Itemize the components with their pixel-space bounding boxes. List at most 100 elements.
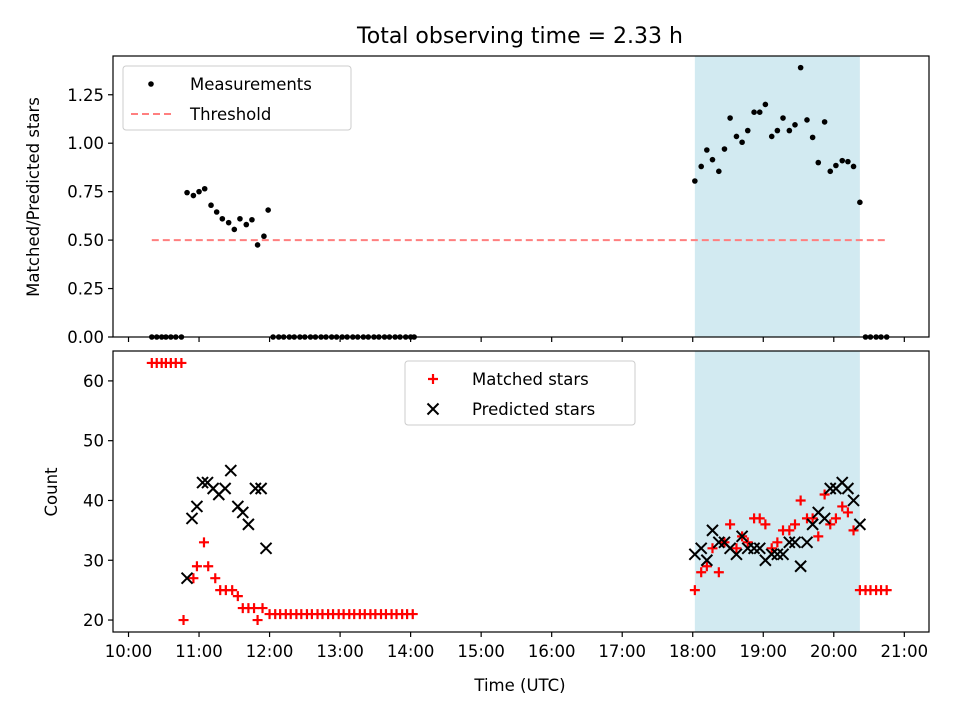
measurement-point	[261, 233, 267, 240]
predicted-star-marker	[224, 464, 237, 477]
measurement-point	[265, 207, 271, 213]
matched-star-marker	[825, 519, 836, 530]
measurement-point	[845, 158, 851, 165]
matched-star-marker	[191, 561, 202, 572]
legend-label: Matched stars	[472, 370, 589, 389]
y-tick-label: 0.75	[67, 183, 104, 202]
measurement-point	[219, 215, 226, 222]
matched-star-marker	[232, 591, 243, 602]
matched-star-marker	[713, 567, 724, 578]
x-tick-label: 17:00	[598, 642, 646, 661]
x-tick-label: 19:00	[739, 642, 787, 661]
predicted-star-marker	[847, 494, 860, 507]
measurement-point	[786, 127, 793, 134]
matched-star-marker	[789, 519, 800, 530]
y-tick-label: 1.00	[67, 134, 104, 153]
matched-star-marker	[707, 543, 718, 554]
measurement-point	[833, 162, 839, 169]
matched-star-marker	[407, 609, 418, 620]
measurement-point	[768, 133, 775, 140]
predicted-star-marker	[747, 542, 761, 555]
predicted-star-marker	[196, 476, 209, 489]
legend-label: Measurements	[190, 75, 312, 94]
matched-star-marker	[760, 519, 771, 530]
measurement-point	[716, 168, 722, 175]
legend-plus-icon	[428, 374, 438, 384]
legend-x-icon	[426, 402, 440, 416]
measurement-point	[780, 115, 786, 121]
measurement-point	[190, 192, 197, 199]
matched-star-marker	[227, 585, 238, 596]
measurement-point	[827, 168, 834, 175]
matched-star-marker	[784, 525, 795, 536]
matched-star-marker	[696, 567, 707, 578]
predicted-star-marker	[771, 548, 784, 561]
measurement-point	[751, 109, 757, 115]
predicted-star-marker	[806, 518, 819, 531]
y-tick-label: 30	[83, 551, 104, 570]
predicted-star-marker	[800, 536, 814, 549]
legend: Measurements Threshold	[122, 65, 352, 131]
predicted-star-marker	[259, 542, 273, 555]
predicted-star-marker	[776, 548, 790, 561]
y-tick-label: 0.50	[67, 231, 104, 250]
measurement-point	[733, 133, 740, 140]
predicted-star-marker	[190, 500, 204, 513]
x-tick-label: 13:00	[316, 642, 364, 661]
measurement-point	[698, 163, 704, 170]
predicted-star-marker	[185, 512, 199, 525]
predicted-star-marker	[730, 548, 743, 561]
matched-star-marker	[813, 531, 824, 542]
measurement-point	[704, 147, 710, 153]
x-axis-label: Time (UTC)	[473, 676, 565, 695]
measurement-point	[774, 127, 781, 134]
measurement-point	[249, 216, 255, 223]
legend-label: Threshold	[189, 105, 271, 124]
measurement-point	[243, 221, 250, 228]
legend-label: Predicted stars	[472, 400, 595, 419]
measurement-point	[237, 215, 243, 222]
bottom-panel: 20 30 40 50 60 10:00 11:00 12:00 13:00 14:00 15:00…	[83, 350, 930, 661]
predicted-star-marker	[783, 536, 796, 549]
matched-star-marker	[731, 543, 742, 554]
y-tick-label: 40	[83, 491, 104, 510]
axes-frame	[112, 350, 930, 633]
measurement-point	[739, 139, 745, 146]
measurement-point	[804, 117, 810, 123]
legend: Matched stars Predicted stars	[404, 360, 636, 426]
measurement-point	[201, 185, 208, 192]
predicted-star-marker	[712, 536, 726, 549]
matched-star-marker	[203, 561, 214, 572]
chart-title: Total observing time = 2.33 h	[356, 24, 683, 49]
matched-star-marker	[837, 501, 848, 512]
x-tick-label: 15:00	[457, 642, 505, 661]
matched-star-marker	[252, 615, 263, 626]
measurement-point	[721, 146, 728, 152]
predicted-star-marker	[841, 482, 855, 495]
predicted-star-marker	[706, 524, 719, 537]
measurement-point	[254, 242, 261, 248]
matched-star-marker	[881, 585, 892, 596]
measurement-point	[231, 226, 238, 233]
measurement-point	[692, 178, 698, 184]
predicted-star-marker	[853, 518, 867, 531]
matched-star-marker	[795, 495, 806, 506]
predicted-star-marker	[249, 482, 262, 495]
measurement-point	[727, 115, 733, 121]
predicted-star-marker	[824, 482, 837, 495]
measurement-point	[744, 127, 751, 134]
measurement-point	[839, 157, 846, 164]
predicted-star-marker	[794, 560, 807, 573]
predicted-star-marker	[242, 518, 255, 531]
measurement-point	[196, 188, 202, 195]
y-tick-label: 60	[83, 372, 104, 391]
measurement-point	[756, 109, 763, 115]
y-tick-label: 20	[83, 611, 104, 630]
axes-frame	[112, 55, 930, 338]
top-panel: 0.00 0.25 0.50 0.75 1.00 1.25 Measurements Thre…	[67, 55, 930, 347]
measurement-point	[208, 202, 214, 209]
matched-star-marker	[210, 573, 221, 584]
measurement-point	[184, 189, 190, 196]
x-tick-label: 12:00	[246, 642, 294, 661]
